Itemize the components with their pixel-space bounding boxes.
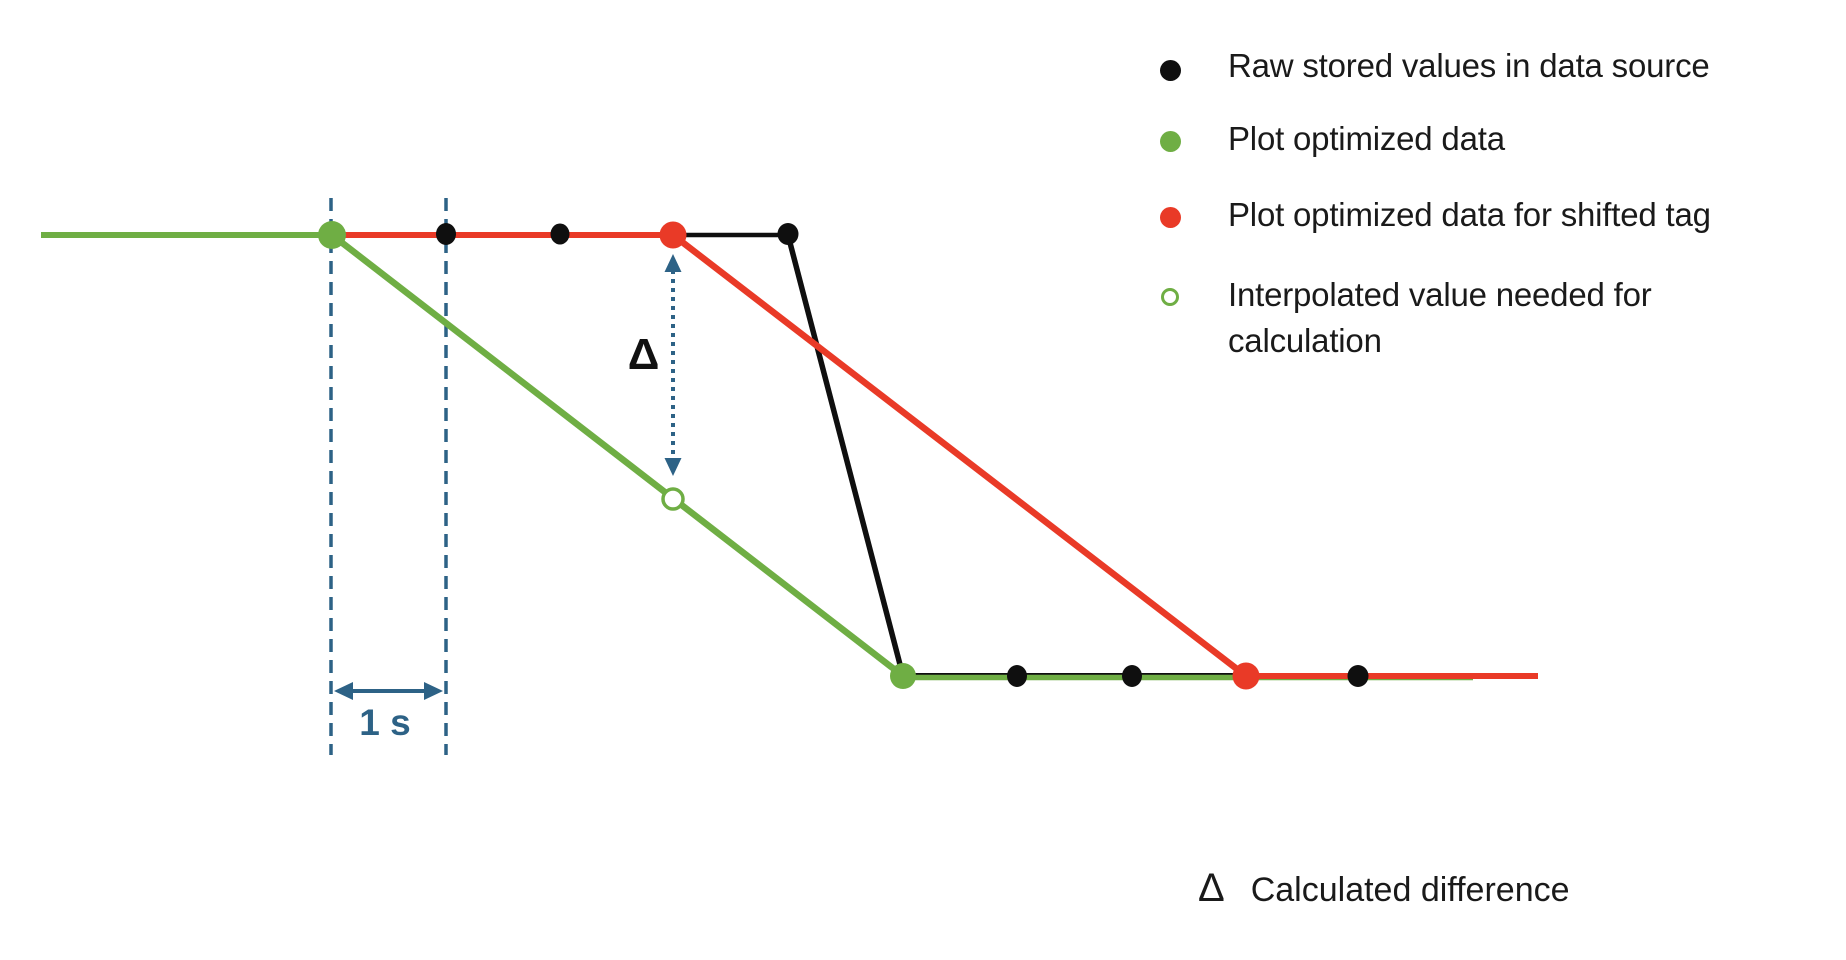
interpolated-point [661, 487, 685, 511]
interval-arrow-head-right [424, 682, 443, 700]
delta-footnote: Δ Calculated difference [1198, 866, 1570, 911]
legend-label-line: Interpolated value needed for [1228, 276, 1652, 313]
optimized-point [890, 663, 916, 689]
shifted-point [1232, 662, 1260, 690]
delta-arrow-head-bottom [664, 458, 682, 476]
delta-footnote-symbol: Δ [1198, 866, 1225, 910]
optimized-point [318, 221, 346, 249]
raw-point [550, 223, 570, 245]
legend-label-line: calculation [1228, 322, 1382, 359]
delta-footnote-text: Calculated difference [1250, 871, 1570, 909]
shifted-point [659, 221, 687, 249]
delta-symbol: Δ [627, 330, 660, 379]
legend-marker-optimized-dot-icon [1160, 131, 1181, 152]
raw-point [436, 223, 456, 245]
raw-point [1007, 665, 1027, 687]
legend-label-optimized: Plot optimized data [1228, 116, 1505, 162]
raw-point [777, 223, 799, 245]
interval-label: 1 s [359, 702, 411, 743]
shifted-line-drop [671, 232, 1248, 679]
legend-label-line: Plot optimized data for shifted tag [1228, 196, 1711, 233]
legend-marker-shifted-dot-icon [1160, 207, 1181, 228]
interval-arrow-head-left [334, 682, 353, 700]
legend-marker-raw-dot-icon [1160, 60, 1181, 81]
optimized-line-drop [330, 232, 905, 679]
legend-label-line: Plot optimized data [1228, 120, 1505, 157]
raw-point [1347, 665, 1369, 687]
legend-label-interpolated: Interpolated value needed for calculatio… [1228, 272, 1652, 364]
legend-label-shifted: Plot optimized data for shifted tag [1228, 192, 1711, 238]
legend-label-raw: Raw stored values in data source [1228, 43, 1710, 89]
legend-label-line: Raw stored values in data source [1228, 47, 1710, 84]
delta-arrow-head-top [664, 254, 682, 272]
legend-marker-interpolated-hollow-dot-icon [1161, 288, 1179, 306]
raw-point [1122, 665, 1142, 687]
raw-line-drop [785, 234, 906, 677]
